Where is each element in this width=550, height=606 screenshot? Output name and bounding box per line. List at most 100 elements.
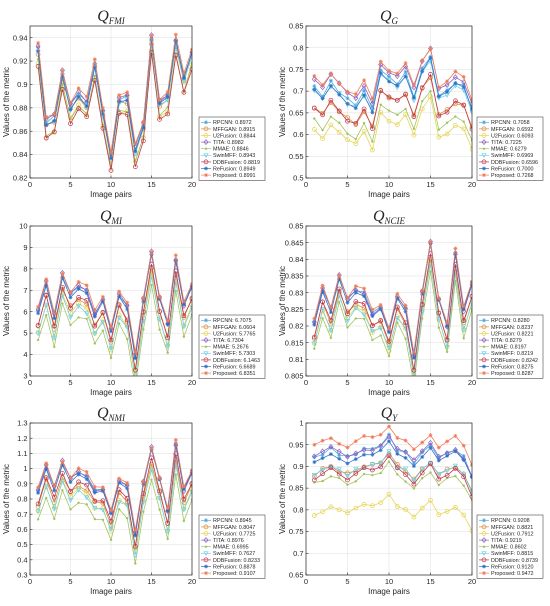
data-point: [394, 316, 400, 321]
legend-marker-9: [204, 571, 208, 576]
data-point: [337, 92, 342, 97]
data-point: [370, 467, 375, 473]
data-point: [320, 136, 325, 141]
y-tick-label: 0.8: [293, 43, 303, 52]
data-point: [165, 335, 171, 341]
y-tick-label: 1: [299, 419, 303, 428]
y-axis-label: Values of the metric: [2, 67, 11, 137]
data-point: [403, 449, 409, 456]
data-point: [52, 316, 57, 321]
data-point: [134, 386, 136, 388]
data-point: [453, 246, 458, 251]
legend-entry-3: U2Fusion: 0.8221: [491, 331, 534, 337]
y-tick-label: 6: [23, 307, 27, 316]
data-point: [469, 473, 472, 480]
data-point: [411, 84, 417, 91]
data-point: [362, 88, 367, 93]
x-tick-label: 5: [345, 378, 349, 387]
series-line-8: [314, 440, 472, 478]
data-point: [337, 81, 342, 86]
data-point: [403, 91, 408, 97]
legend-entry-4: TITA: 6.7304: [213, 338, 244, 344]
data-point: [77, 316, 80, 319]
data-point: [44, 466, 49, 471]
data-point: [328, 436, 333, 441]
data-point: [336, 471, 342, 477]
x-tick-label: 10: [107, 180, 115, 189]
legend-marker-2: [481, 524, 487, 530]
legend-marker-6: [481, 351, 487, 357]
data-point: [420, 450, 425, 455]
legend-entry-2: MFFGAN: 0.8915: [213, 127, 255, 133]
data-point: [328, 122, 334, 128]
data-point: [394, 504, 400, 509]
data-point: [387, 460, 391, 463]
y-tick-label: 0.4: [17, 555, 27, 564]
data-point: [469, 490, 472, 496]
data-point: [395, 451, 400, 456]
data-point: [182, 519, 186, 523]
legend-marker-4: [481, 537, 487, 544]
data-point: [92, 484, 97, 489]
chart-title-subscript: NCIE: [384, 216, 406, 226]
data-point: [362, 286, 367, 291]
data-point: [353, 457, 358, 462]
data-point: [436, 113, 442, 119]
y-tick-label: 0.95: [289, 440, 304, 449]
data-point: [469, 126, 472, 132]
data-point: [181, 302, 186, 307]
data-point: [346, 326, 349, 329]
legend-entry-6: SwinMFF: 0.8219: [491, 351, 533, 357]
data-point: [461, 74, 466, 79]
data-point: [378, 88, 384, 94]
data-point: [109, 156, 113, 161]
data-point: [403, 455, 408, 460]
data-point: [404, 107, 407, 111]
data-point: [395, 83, 400, 88]
data-point: [386, 339, 392, 344]
legend-entry-9: Proposed: 6.8351: [213, 371, 256, 377]
data-point: [469, 146, 472, 152]
data-point: [36, 309, 41, 314]
legend-entry-7: DDBFusion: 0.8233: [213, 558, 260, 564]
data-point: [411, 367, 417, 373]
data-point: [345, 118, 350, 124]
data-point: [125, 486, 130, 491]
y-tick-label: 0.9: [17, 479, 27, 488]
legend-entry-1: RPCNN: 0.8945: [213, 518, 252, 524]
data-point: [353, 439, 358, 444]
legend-entry-9: Proposed: 0.9107: [213, 571, 256, 577]
data-point: [92, 490, 97, 495]
data-point: [428, 240, 433, 245]
data-point: [109, 511, 113, 516]
data-point: [411, 464, 416, 469]
data-point: [387, 424, 391, 429]
data-point: [370, 314, 375, 319]
data-point: [60, 74, 65, 79]
data-point: [52, 488, 57, 493]
data-point: [428, 433, 433, 438]
series-line-5: [37, 285, 192, 376]
legend-entry-5: MMAE: 0.8846: [213, 147, 249, 153]
data-point: [60, 275, 65, 280]
data-point: [461, 443, 466, 448]
data-point: [148, 467, 155, 473]
data-point: [436, 94, 441, 99]
data-point: [445, 89, 450, 94]
data-point: [353, 290, 358, 295]
data-point: [336, 108, 342, 114]
x-tick-label: 10: [107, 577, 115, 586]
data-point: [396, 113, 399, 116]
series-line-6: [314, 450, 472, 493]
legend-entry-5: MMAE: 5.2676: [213, 345, 249, 351]
data-point: [134, 562, 137, 565]
data-point: [386, 94, 392, 100]
data-point: [370, 452, 375, 457]
data-point: [370, 110, 375, 115]
data-point: [36, 485, 41, 490]
y-tick-label: 1.3: [17, 419, 27, 428]
data-point: [469, 100, 472, 107]
legend-marker-2: [203, 524, 209, 530]
data-point: [403, 303, 408, 308]
